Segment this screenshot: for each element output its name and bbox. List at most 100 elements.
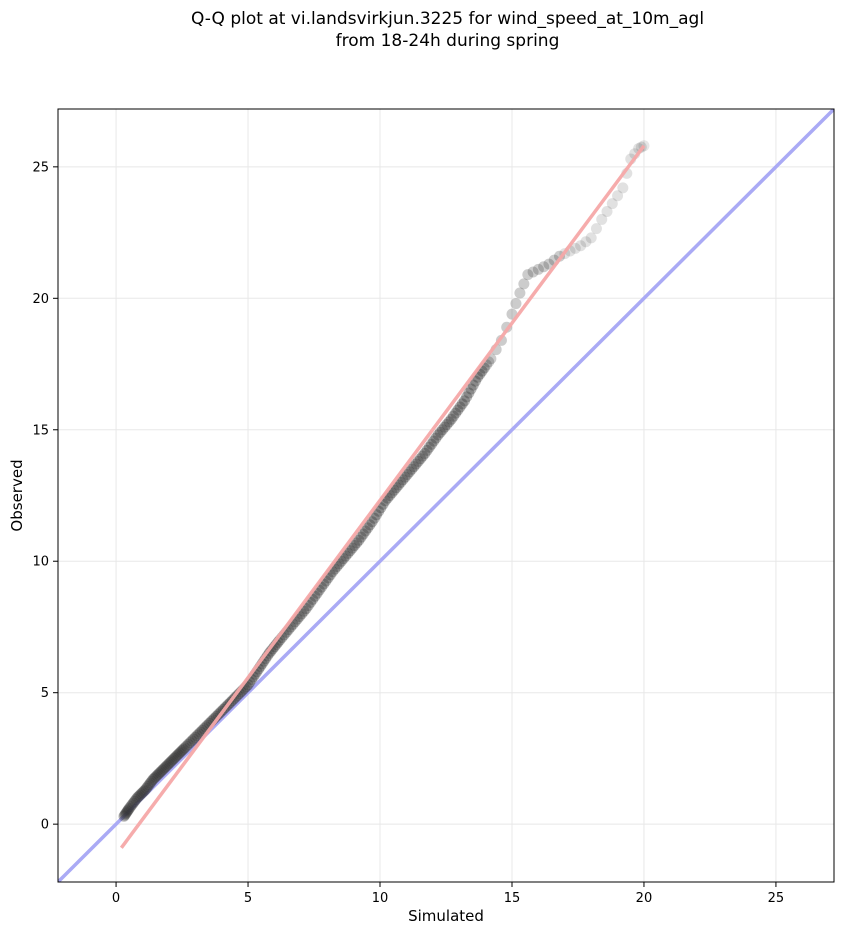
quantile-point	[131, 792, 143, 804]
y-tick-label: 0	[41, 818, 49, 833]
quantile-point	[414, 453, 426, 465]
quantile-point	[126, 799, 138, 811]
quantile-point	[351, 537, 363, 549]
quantile-point	[419, 447, 431, 459]
quantile-point	[173, 747, 185, 759]
quantile-point	[164, 756, 176, 768]
quantile-point	[168, 752, 180, 764]
quantile-point	[119, 809, 131, 821]
quantile-point	[606, 198, 618, 210]
quantile-point	[423, 441, 435, 453]
quantile-point	[368, 512, 380, 524]
quantile-point	[186, 735, 198, 747]
quantile-point	[575, 240, 587, 252]
quantile-point	[127, 797, 139, 809]
quantile-point	[120, 808, 132, 820]
quantile-point	[167, 754, 179, 766]
quantile-point	[189, 731, 201, 743]
quantile-point	[518, 278, 530, 290]
plot-frame	[57, 108, 835, 883]
fit-line	[119, 144, 646, 849]
x-tick-label: 15	[504, 891, 521, 906]
quantile-point	[467, 379, 479, 391]
quantile-point	[612, 190, 624, 202]
quantile-point	[148, 772, 160, 784]
quantile-point	[458, 395, 470, 407]
quantile-point	[538, 261, 550, 273]
quantile-point	[421, 444, 433, 456]
quantile-point	[370, 509, 382, 521]
x-axis-label: Simulated	[408, 907, 484, 925]
quantile-point	[569, 242, 581, 254]
quantile-point	[144, 777, 156, 789]
quantile-point	[143, 779, 155, 791]
quantile-point	[187, 733, 199, 745]
quantile-point	[617, 182, 629, 194]
chart-title: Q-Q plot at vi.landsvirkjun.3225 for win…	[0, 8, 843, 52]
quantile-point	[134, 789, 146, 801]
quantile-point	[121, 806, 133, 818]
quantile-point	[151, 770, 163, 782]
quantile-point	[159, 762, 171, 774]
quantile-point	[510, 298, 522, 310]
quantile-point	[410, 458, 422, 470]
quantile-point	[182, 738, 194, 750]
quantile-point	[156, 764, 168, 776]
quantile-point	[514, 287, 526, 299]
quantile-point	[580, 236, 592, 248]
quantile-point	[171, 750, 183, 762]
quantile-point	[450, 407, 462, 419]
quantile-point	[439, 421, 451, 433]
quantile-point	[193, 728, 205, 740]
quantile-point	[428, 435, 440, 447]
quantile-point	[142, 780, 154, 792]
quantile-point	[184, 737, 196, 749]
quantile-point	[146, 775, 158, 787]
quantile-point	[138, 785, 150, 797]
quantile-point	[454, 401, 466, 413]
quantile-point	[155, 766, 167, 778]
quantile-point	[135, 788, 147, 800]
quantile-point	[601, 206, 613, 218]
quantile-point	[136, 787, 148, 799]
y-tick-label: 25	[32, 160, 49, 175]
quantile-point	[465, 383, 477, 395]
quantile-point	[408, 461, 420, 473]
quantile-point	[158, 763, 170, 775]
quantile-point	[412, 455, 424, 467]
quantile-point	[445, 413, 457, 425]
quantile-point	[163, 758, 175, 770]
quantile-point	[366, 516, 378, 528]
x-tick-label: 20	[636, 891, 653, 906]
quantile-point	[165, 755, 177, 767]
quantile-point	[425, 438, 437, 450]
quantile-point	[177, 743, 189, 755]
quantile-point	[133, 791, 145, 803]
y-tick-label: 5	[41, 686, 49, 701]
chart-title-line-2: from 18-24h during spring	[335, 31, 560, 51]
quantile-point	[403, 466, 415, 478]
identity-line	[58, 109, 834, 882]
quantile-point	[452, 404, 464, 416]
quantile-point	[392, 479, 404, 491]
quantile-point	[122, 805, 134, 817]
quantile-point	[399, 471, 411, 483]
x-tick-label: 5	[244, 891, 252, 906]
quantile-point	[456, 398, 468, 410]
quantile-point	[357, 528, 369, 540]
quantile-point	[461, 391, 473, 403]
quantile-point	[180, 740, 192, 752]
axis-ticks: 0 5 10 15 20 25 0 5 10 15 20 25	[32, 160, 784, 906]
quantile-point	[463, 387, 475, 399]
quantile-point	[397, 474, 409, 486]
quantile-point	[179, 742, 191, 754]
quantile-point	[434, 426, 446, 438]
quantile-point	[527, 266, 539, 278]
quantile-point	[125, 801, 137, 813]
quantile-point	[139, 784, 151, 796]
quantile-point	[172, 748, 184, 760]
quantile-point	[432, 429, 444, 441]
y-tick-label: 20	[32, 292, 49, 307]
quantile-point	[340, 550, 352, 562]
